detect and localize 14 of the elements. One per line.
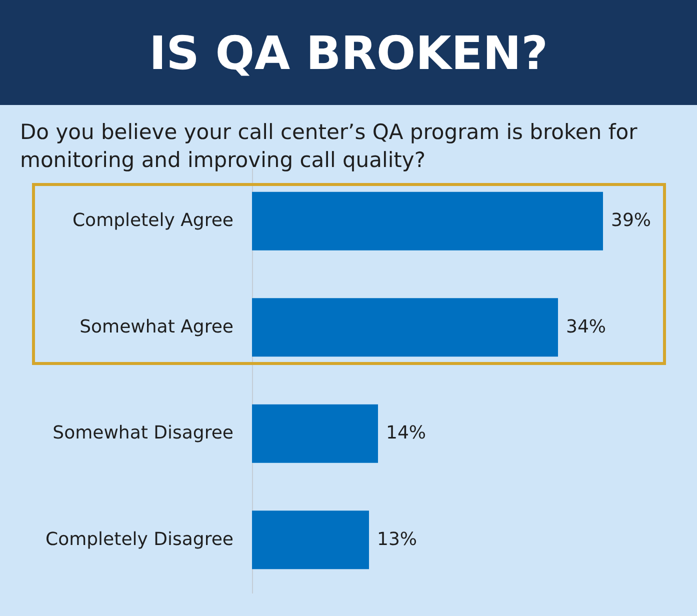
bar: [252, 298, 558, 357]
chart-title: IS QA BROKEN?: [0, 0, 697, 105]
y-tick-label: Completely Disagree: [46, 528, 234, 550]
data-label: 13%: [377, 528, 418, 550]
data-label: 14%: [386, 422, 426, 444]
y-tick-label: Somewhat Disagree: [52, 422, 234, 444]
data-label: 39%: [611, 210, 652, 232]
bar: [252, 192, 603, 250]
y-tick-label: Somewhat Agree: [80, 316, 234, 338]
y-tick-label: Completely Agree: [72, 210, 234, 232]
bar: [252, 404, 378, 463]
bar: [252, 510, 369, 570]
chart-subtitle: Do you believe your call center’s QA program is broken for monitoring and improving call quality?: [20, 119, 638, 174]
data-label: 34%: [566, 316, 606, 338]
